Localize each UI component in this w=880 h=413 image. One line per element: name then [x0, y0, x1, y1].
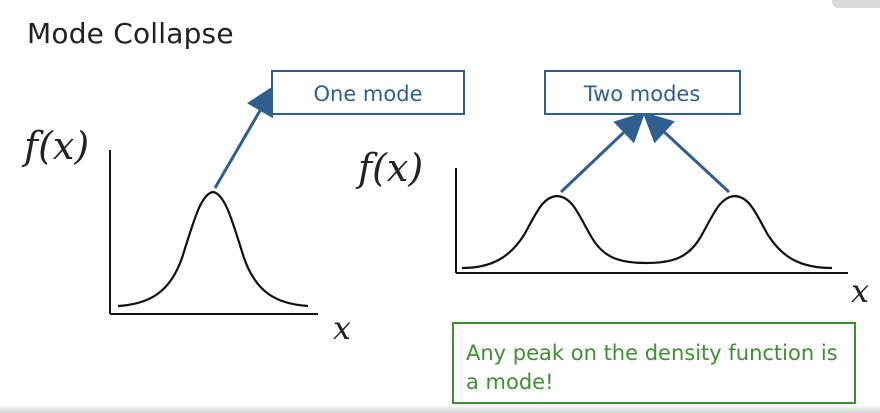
- left-y-axis-label: f(x): [21, 124, 89, 168]
- left-x-axis-label: x: [333, 309, 351, 347]
- right-left-mode-arrow: [559, 111, 646, 194]
- right-density-curve: [461, 194, 833, 270]
- right-y-axis-label: f(x): [355, 146, 423, 190]
- left-mode-arrow: [213, 84, 276, 189]
- left-density-curve: [117, 190, 309, 308]
- two-modes-box: [544, 70, 741, 115]
- bottom-shadow: [0, 405, 880, 413]
- mode-note-text: Any peak on the density function is a mo…: [466, 341, 838, 394]
- right-right-mode-arrow: [642, 111, 731, 194]
- right-x-axis-label: x: [851, 272, 869, 310]
- slide-title: Mode Collapse: [27, 17, 234, 50]
- mode-note-box: Any peak on the density function is a mo…: [452, 322, 856, 404]
- one-mode-label: One mode: [314, 82, 423, 106]
- one-mode-box: [271, 70, 465, 115]
- window-control-icon: [832, 0, 880, 8]
- two-modes-label: Two modes: [583, 82, 701, 106]
